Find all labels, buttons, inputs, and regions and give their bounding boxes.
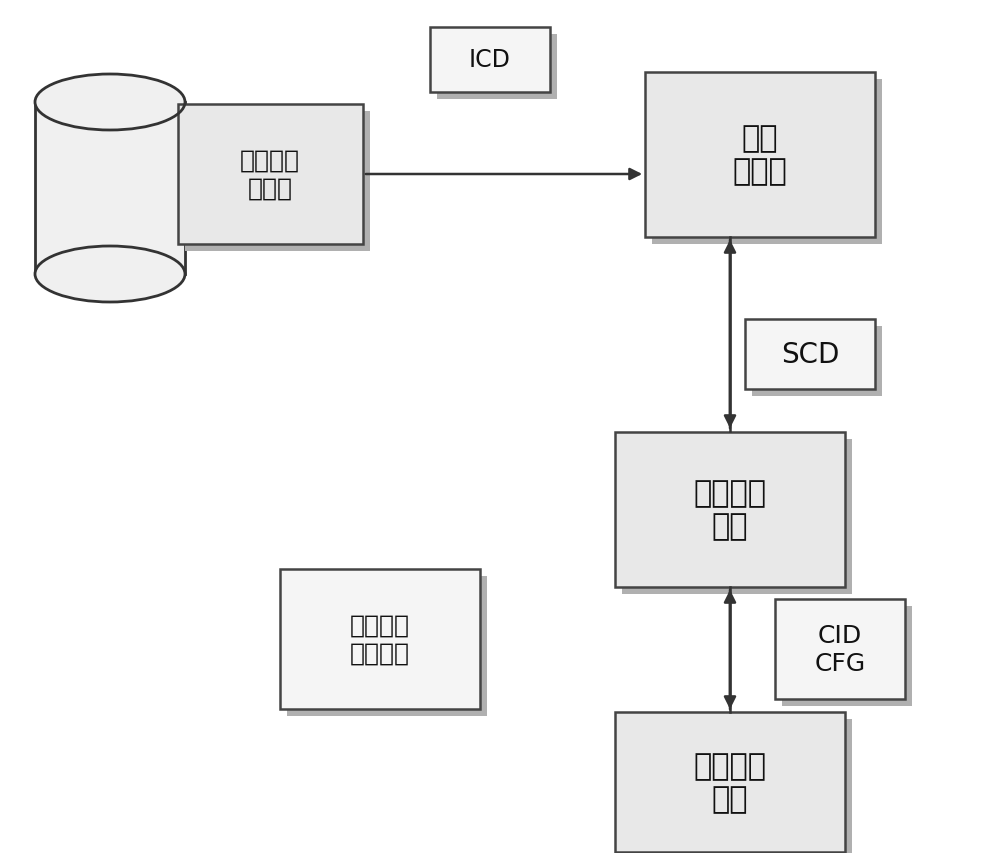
Bar — [280, 569, 480, 709]
Bar — [775, 600, 905, 699]
Bar — [178, 105, 362, 245]
Text: 文件传输
（当地）: 文件传输 （当地） — [350, 613, 410, 665]
Text: ICD: ICD — [469, 48, 511, 72]
Bar — [622, 439, 852, 594]
Text: SCD: SCD — [781, 340, 839, 368]
Text: CID
CFG: CID CFG — [814, 624, 866, 675]
Bar — [782, 606, 912, 706]
Bar — [745, 320, 875, 390]
Bar — [287, 577, 487, 717]
Bar — [622, 719, 852, 853]
Ellipse shape — [35, 247, 185, 303]
Bar — [35, 103, 185, 275]
Bar — [615, 432, 845, 587]
Text: 断路器配
置信息: 断路器配 置信息 — [240, 149, 300, 200]
Ellipse shape — [35, 75, 185, 131]
Bar — [437, 34, 557, 100]
Text: 系统
配置器: 系统 配置器 — [733, 124, 787, 186]
Bar — [645, 73, 875, 237]
Bar — [430, 27, 550, 92]
Bar — [184, 112, 370, 252]
Bar — [652, 79, 882, 244]
Bar — [752, 327, 882, 397]
Text: 智能组件
设备: 智能组件 设备 — [694, 751, 767, 814]
Bar — [615, 712, 845, 852]
Text: 断路器配
置器: 断路器配 置器 — [694, 479, 767, 541]
